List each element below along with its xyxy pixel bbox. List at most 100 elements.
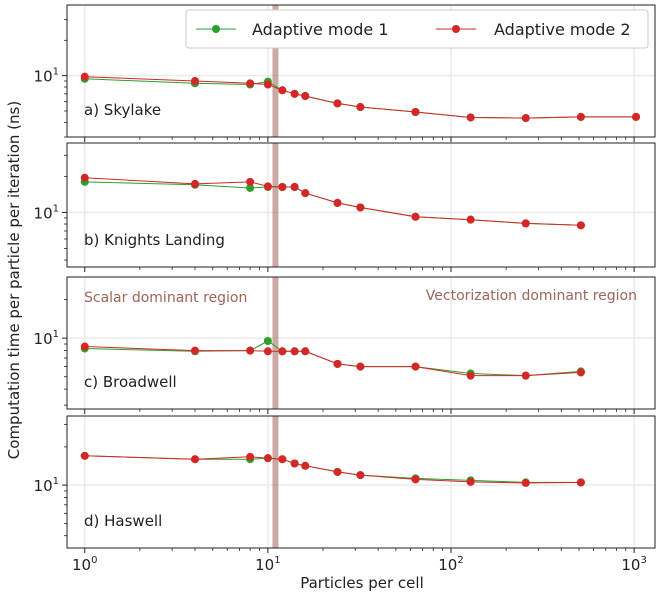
legend-label-mode-1: Adaptive mode 1 bbox=[252, 20, 389, 39]
legend-label-mode-2: Adaptive mode 2 bbox=[494, 20, 631, 39]
data-point-mode-2 bbox=[356, 203, 365, 212]
data-point-mode-2 bbox=[80, 173, 89, 182]
data-point-mode-2 bbox=[356, 362, 365, 371]
data-point-mode-2 bbox=[333, 198, 342, 207]
data-point-mode-2 bbox=[411, 107, 420, 116]
data-point-mode-2 bbox=[246, 79, 255, 88]
data-point-mode-2 bbox=[80, 342, 89, 351]
data-point-mode-2 bbox=[278, 455, 287, 464]
data-point-mode-2 bbox=[301, 347, 310, 356]
data-point-mode-1 bbox=[246, 183, 255, 192]
y-tick-label: 101 bbox=[34, 329, 59, 348]
y-tick-label: 101 bbox=[34, 203, 59, 222]
panel-frame bbox=[66, 4, 656, 138]
data-point-mode-2 bbox=[466, 477, 475, 486]
legend-box bbox=[185, 9, 649, 49]
data-point-mode-2 bbox=[521, 114, 530, 123]
scalar-region-label: Scalar dominant region bbox=[84, 290, 247, 306]
panel-label: c) Broadwell bbox=[84, 373, 177, 391]
data-point-mode-2 bbox=[466, 371, 475, 380]
data-point-mode-2 bbox=[246, 177, 255, 186]
panels: 101 a) Skylake 101 b) Knights Landing 101 c) … bbox=[34, 4, 656, 574]
data-point-mode-2 bbox=[290, 459, 299, 468]
region-divider-band bbox=[272, 277, 279, 409]
x-tick-label: 101 bbox=[255, 555, 280, 574]
data-point-mode-2 bbox=[356, 471, 365, 480]
data-point-mode-2 bbox=[466, 113, 475, 122]
y-axis-label: Computation time per particle per iterat… bbox=[5, 101, 23, 459]
region-divider-band bbox=[272, 416, 279, 548]
panel-label: b) Knights Landing bbox=[84, 231, 225, 249]
panel-frame bbox=[66, 276, 656, 410]
data-point-mode-2 bbox=[411, 362, 420, 371]
data-point-mode-2 bbox=[333, 467, 342, 476]
data-point-mode-2 bbox=[263, 80, 272, 89]
series-line-mode-1 bbox=[84, 340, 581, 377]
data-point-mode-2 bbox=[191, 179, 200, 188]
data-point-mode-2 bbox=[466, 215, 475, 224]
vector-region-label: Vectorization dominant region bbox=[426, 288, 637, 304]
series-line-mode-1 bbox=[84, 78, 636, 119]
panel-frame bbox=[66, 142, 656, 268]
data-point-mode-2 bbox=[576, 478, 585, 487]
series-line-mode-2 bbox=[84, 455, 581, 484]
region-divider-band bbox=[272, 5, 279, 137]
data-point-mode-2 bbox=[411, 212, 420, 221]
data-point-mode-2 bbox=[246, 452, 255, 461]
data-point-mode-2 bbox=[521, 371, 530, 380]
data-point-mode-2 bbox=[290, 347, 299, 356]
data-point-mode-2 bbox=[411, 475, 420, 484]
data-point-mode-2 bbox=[521, 219, 530, 228]
data-point-mode-2 bbox=[356, 103, 365, 112]
data-point-mode-2 bbox=[521, 478, 530, 487]
data-point-mode-2 bbox=[301, 461, 310, 470]
panel-1: 101 a) Skylake bbox=[34, 4, 656, 142]
x-tick-label: 103 bbox=[621, 555, 646, 574]
data-point-mode-2 bbox=[80, 451, 89, 460]
x-tick-label: 102 bbox=[438, 555, 463, 574]
legend: Adaptive mode 1 Adaptive mode 2 bbox=[185, 9, 649, 49]
data-point-mode-2 bbox=[278, 86, 287, 95]
panel-2: 101 b) Knights Landing bbox=[34, 142, 656, 272]
series-line-mode-1 bbox=[84, 455, 581, 483]
data-point-mode-2 bbox=[278, 347, 287, 356]
data-point-mode-1 bbox=[263, 337, 272, 346]
panel-4: 101 d) Haswell bbox=[34, 415, 656, 553]
data-point-mode-2 bbox=[576, 368, 585, 377]
x-axis-label: Particles per cell bbox=[300, 574, 424, 592]
data-point-mode-2 bbox=[576, 221, 585, 230]
panel-frame bbox=[66, 415, 656, 549]
data-point-mode-2 bbox=[191, 455, 200, 464]
panel-3: 101 c) Broadwell bbox=[34, 276, 656, 414]
data-point-mode-2 bbox=[301, 189, 310, 198]
data-point-mode-2 bbox=[576, 112, 585, 121]
data-point-mode-2 bbox=[191, 77, 200, 86]
series-line-mode-2 bbox=[84, 76, 636, 119]
legend-marker-mode-1 bbox=[212, 25, 220, 33]
data-point-mode-2 bbox=[301, 92, 310, 101]
legend-entry-mode-2: Adaptive mode 2 bbox=[436, 20, 631, 39]
data-point-mode-2 bbox=[290, 89, 299, 98]
data-point-mode-2 bbox=[80, 72, 89, 81]
data-point-mode-2 bbox=[333, 99, 342, 108]
legend-marker-mode-2 bbox=[452, 25, 460, 33]
y-tick-label: 101 bbox=[34, 67, 59, 86]
series-line-mode-1 bbox=[84, 181, 581, 226]
panel-label: a) Skylake bbox=[84, 101, 161, 119]
x-tick-label: 100 bbox=[72, 555, 97, 574]
y-tick-label: 101 bbox=[34, 476, 59, 495]
data-point-mode-2 bbox=[263, 182, 272, 191]
series-line-mode-2 bbox=[84, 177, 581, 226]
data-point-mode-2 bbox=[632, 112, 641, 121]
region-divider-band bbox=[272, 143, 279, 267]
data-point-mode-2 bbox=[263, 454, 272, 463]
legend-entry-mode-1: Adaptive mode 1 bbox=[196, 20, 389, 39]
data-point-mode-2 bbox=[278, 183, 287, 192]
data-point-mode-2 bbox=[290, 183, 299, 192]
data-point-mode-2 bbox=[191, 346, 200, 355]
data-point-mode-2 bbox=[333, 359, 342, 368]
data-point-mode-2 bbox=[246, 346, 255, 355]
data-point-mode-2 bbox=[263, 347, 272, 356]
panel-label: d) Haswell bbox=[84, 512, 162, 530]
